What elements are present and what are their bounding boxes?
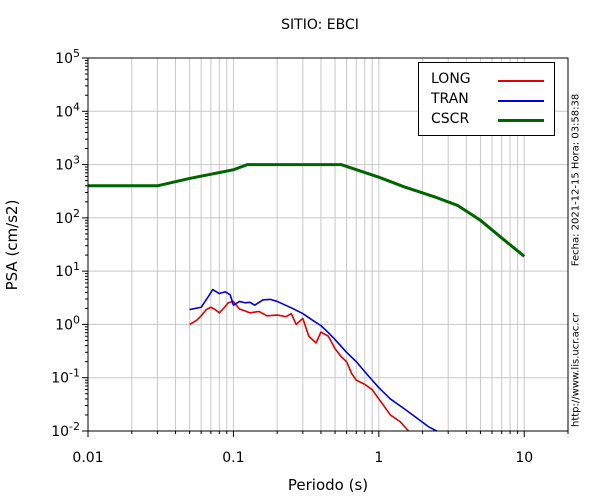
y-tick-label: 104 [55,100,80,120]
legend-label: LONG [431,71,471,87]
legend: LONG TRAN CSCR [418,62,555,136]
tick-label-layer: 0.01 0.1 1 10 10-2 10-1 100 101 102 103 104 105 [51,47,533,466]
legend-swatch [498,100,544,102]
series-cscr-line [88,163,526,258]
chart-title: SITIO: EBCI [281,17,359,33]
tick-layer [82,57,569,437]
y-tick-label: 10-2 [51,420,80,440]
x-tick-label: 10 [515,450,533,466]
legend-swatch [498,119,544,122]
x-tick-label: 0.1 [222,450,244,466]
source-url-text: http://www.lis.ucr.ac.cr [570,313,582,427]
x-axis-label: Periodo (s) [287,476,369,494]
legend-swatch [498,80,544,82]
y-tick-label: 103 [55,154,80,174]
series-long-line [189,300,410,432]
y-tick-label: 100 [55,313,80,333]
y-tick-label: 102 [55,207,80,227]
legend-label: TRAN [431,91,469,107]
timestamp-text: Fecha: 2021-12-15 Hora: 03:58:38 [570,93,582,267]
x-tick-label: 1 [374,450,383,466]
legend-item-cscr: CSCR [419,111,556,131]
legend-label: CSCR [431,111,470,127]
y-axis-label: PSA (cm/s2) [3,199,21,291]
series-tran-line [189,288,438,432]
plot-frame [87,57,569,432]
x-tick-label: 0.01 [72,450,103,466]
series-layer [88,163,526,432]
legend-item-tran: TRAN [419,91,556,111]
legend-item-long: LONG [419,71,556,91]
y-tick-label: 101 [55,260,80,280]
y-tick-label: 105 [55,47,80,67]
y-tick-label: 10-1 [51,367,80,387]
